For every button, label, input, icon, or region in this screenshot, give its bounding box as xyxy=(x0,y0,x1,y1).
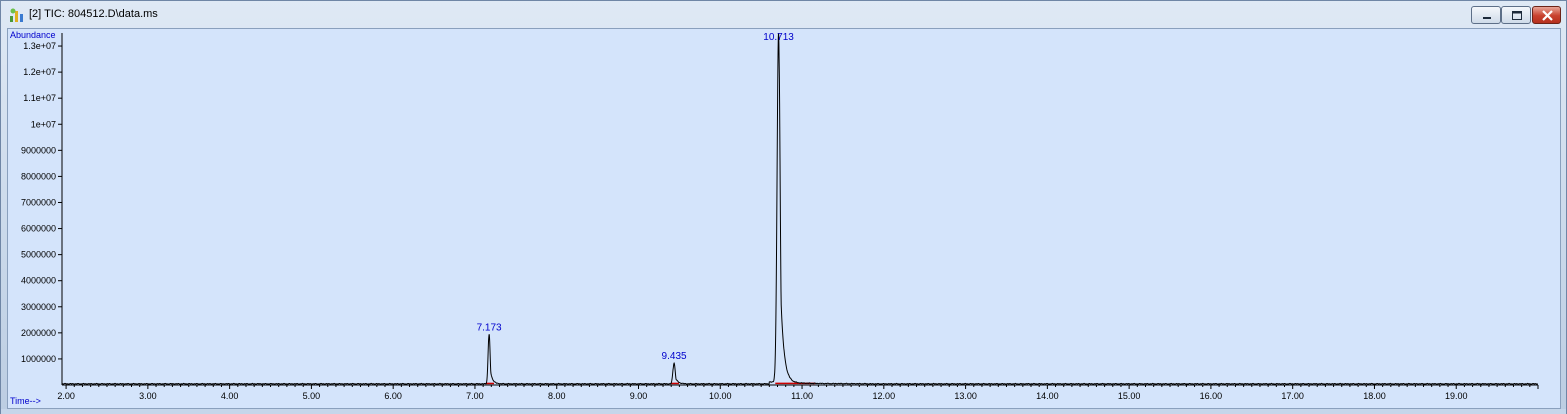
y-axis-label: Abundance xyxy=(10,30,56,40)
x-tick-label: 9.00 xyxy=(630,391,648,401)
x-tick-label: 8.00 xyxy=(548,391,566,401)
title-bar[interactable]: [2] TIC: 804512.D\data.ms xyxy=(1,1,1566,28)
x-tick-label: 15.00 xyxy=(1118,391,1141,401)
x-tick-label: 12.00 xyxy=(873,391,896,401)
tic-chart[interactable]: 1000000 2000000 3000000 4000000 5000000 60000… xyxy=(8,29,1560,408)
x-tick-label: 18.00 xyxy=(1363,391,1386,401)
x-tick-label: 3.00 xyxy=(139,391,157,401)
x-tick-label: 14.00 xyxy=(1036,391,1059,401)
y-tick-label: 4000000 xyxy=(21,276,56,286)
close-icon xyxy=(1542,10,1553,21)
y-tick-label: 1.1e+07 xyxy=(23,93,56,103)
maximize-button[interactable] xyxy=(1501,6,1531,24)
x-tick-label: 5.00 xyxy=(303,391,321,401)
window-title: [2] TIC: 804512.D\data.ms xyxy=(29,8,158,20)
peak-label: 7.173 xyxy=(477,322,502,333)
y-tick-label: 1e+07 xyxy=(31,119,56,129)
y-tick-label: 1000000 xyxy=(21,354,56,364)
x-tick-label: 19.00 xyxy=(1445,391,1468,401)
x-ticks: 2.00 3.00 4.00 5.00 6.00 7.00 8.00 9.00 10.00 11.… xyxy=(57,385,1539,401)
maximize-icon xyxy=(1512,11,1522,20)
y-tick-label: 9000000 xyxy=(21,145,56,155)
x-tick-label: 11.00 xyxy=(791,391,813,401)
minimize-button[interactable] xyxy=(1471,6,1501,24)
x-axis-label: Time--> xyxy=(10,396,41,406)
x-tick-label: 4.00 xyxy=(221,391,239,401)
x-tick-label: 7.00 xyxy=(466,391,484,401)
peak-label: 10.713 xyxy=(763,32,794,43)
y-tick-label: 7000000 xyxy=(21,197,56,207)
x-tick-label: 10.00 xyxy=(709,391,732,401)
chromatogram-plot-area[interactable]: 1000000 2000000 3000000 4000000 5000000 60000… xyxy=(7,28,1561,409)
peak-labels: 7.173 9.435 10.713 xyxy=(477,32,795,362)
y-tick-label: 6000000 xyxy=(21,224,56,234)
tic-trace xyxy=(61,33,1538,385)
x-tick-label: 16.00 xyxy=(1200,391,1223,401)
y-ticks: 1000000 2000000 3000000 4000000 5000000 60000… xyxy=(21,41,62,364)
x-tick-label: 2.00 xyxy=(57,391,75,401)
minimize-icon xyxy=(1483,17,1491,19)
chromatogram-app-icon xyxy=(10,8,23,22)
peak-label: 9.435 xyxy=(662,351,687,362)
y-tick-label: 1.3e+07 xyxy=(23,41,56,51)
y-tick-label: 2000000 xyxy=(21,328,56,338)
y-tick-label: 3000000 xyxy=(21,302,56,312)
x-tick-label: 6.00 xyxy=(384,391,402,401)
axes xyxy=(61,33,1538,386)
x-tick-label: 17.00 xyxy=(1281,391,1304,401)
y-tick-label: 8000000 xyxy=(21,171,56,181)
y-tick-label: 1.2e+07 xyxy=(23,67,56,77)
close-button[interactable] xyxy=(1532,6,1561,24)
window-bottom-border xyxy=(1,409,1566,414)
x-tick-label: 13.00 xyxy=(954,391,977,401)
y-tick-label: 5000000 xyxy=(21,250,56,260)
